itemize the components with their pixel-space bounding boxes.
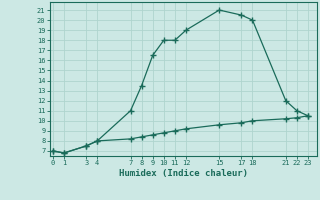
X-axis label: Humidex (Indice chaleur): Humidex (Indice chaleur) [119,169,248,178]
